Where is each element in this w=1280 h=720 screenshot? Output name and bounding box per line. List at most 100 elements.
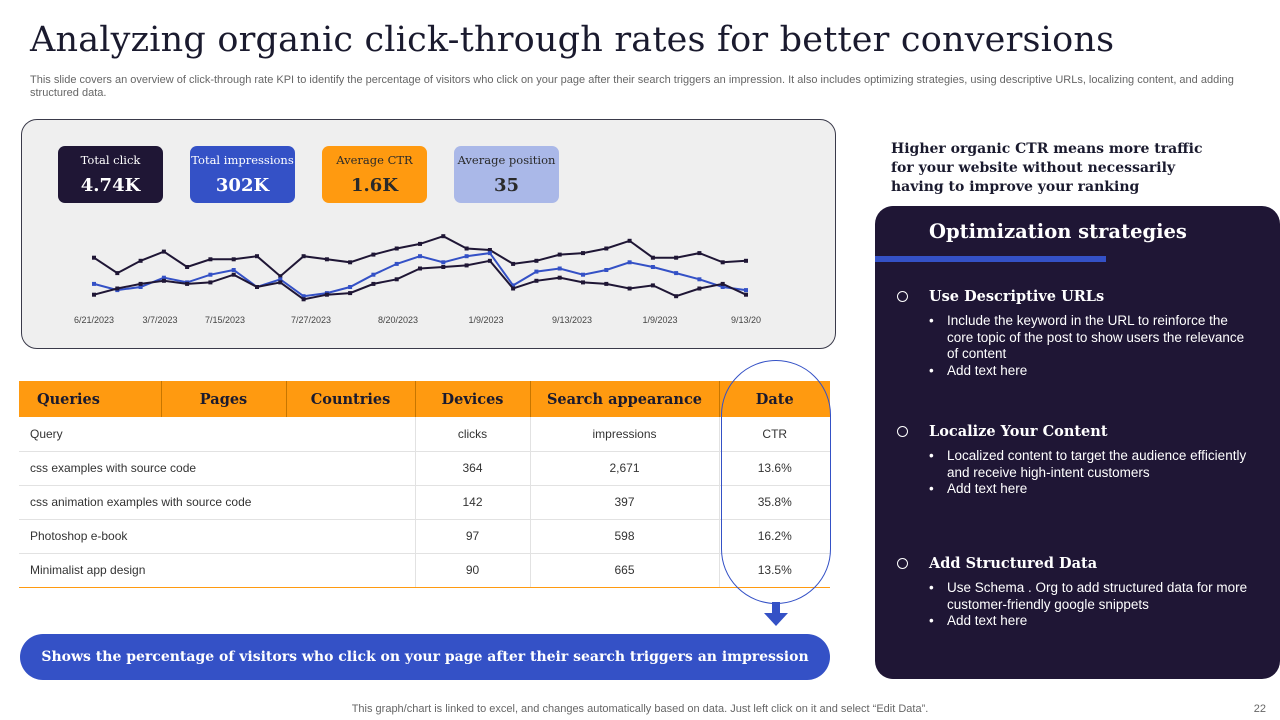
data-point[interactable] — [92, 255, 96, 260]
data-point[interactable] — [604, 246, 609, 251]
kpi-value: 4.74K — [80, 175, 141, 196]
data-point[interactable] — [278, 280, 283, 285]
data-point[interactable] — [441, 234, 446, 239]
data-point[interactable] — [697, 286, 702, 291]
data-point[interactable] — [418, 241, 422, 246]
data-point[interactable] — [744, 258, 748, 263]
data-point[interactable] — [557, 266, 562, 271]
data-point[interactable] — [674, 294, 679, 299]
data-point[interactable] — [161, 278, 166, 283]
data-point[interactable] — [255, 285, 259, 289]
data-point[interactable] — [278, 274, 283, 279]
data-point[interactable] — [208, 257, 213, 262]
data-point[interactable] — [487, 251, 492, 256]
data-point[interactable] — [581, 280, 585, 285]
data-point[interactable] — [92, 281, 96, 286]
x-tick-label: 9/13/2023 — [552, 315, 592, 325]
cell-clicks: 364 — [415, 451, 531, 486]
kpi-value: 302K — [215, 175, 270, 196]
data-point[interactable] — [604, 281, 609, 286]
data-point[interactable] — [348, 260, 353, 265]
data-point[interactable] — [557, 275, 562, 280]
data-point[interactable] — [231, 272, 236, 277]
data-point[interactable] — [301, 254, 306, 259]
data-point[interactable] — [418, 266, 422, 271]
data-point[interactable] — [511, 286, 516, 291]
data-point[interactable] — [441, 260, 446, 265]
data-point[interactable] — [487, 258, 492, 263]
data-point[interactable] — [92, 292, 96, 297]
data-point[interactable] — [604, 268, 609, 272]
data-point[interactable] — [674, 255, 679, 260]
data-point[interactable] — [534, 278, 539, 283]
line-chart[interactable]: 6/21/2023 3/7/2023 7/15/2023 7/27/2023 8/20/… — [60, 225, 780, 335]
data-point[interactable] — [161, 275, 166, 280]
data-point[interactable] — [534, 269, 539, 274]
data-point[interactable] — [138, 281, 143, 286]
data-point[interactable] — [744, 288, 748, 293]
data-point[interactable] — [674, 271, 679, 276]
data-point[interactable] — [720, 285, 725, 289]
data-point[interactable] — [720, 281, 725, 286]
data-point[interactable] — [650, 255, 655, 260]
data-point[interactable] — [534, 258, 539, 263]
data-point[interactable] — [161, 249, 166, 254]
data-point[interactable] — [371, 281, 376, 286]
data-point[interactable] — [138, 285, 143, 289]
data-point[interactable] — [394, 261, 399, 266]
data-point[interactable] — [650, 283, 655, 288]
data-point[interactable] — [557, 252, 562, 257]
data-point[interactable] — [627, 286, 632, 291]
data-point[interactable] — [511, 283, 516, 288]
data-point[interactable] — [208, 272, 213, 277]
data-point[interactable] — [255, 254, 259, 259]
data-point[interactable] — [208, 280, 213, 285]
data-point[interactable] — [371, 252, 376, 257]
data-point[interactable] — [697, 251, 702, 256]
data-point[interactable] — [301, 297, 306, 302]
data-point[interactable] — [744, 292, 748, 297]
tab-countries[interactable]: Countries — [286, 381, 416, 417]
data-point[interactable] — [185, 281, 190, 286]
tab-devices[interactable]: Devices — [415, 381, 531, 417]
data-point[interactable] — [581, 272, 585, 277]
series-line-1[interactable] — [93, 252, 747, 298]
line-chart-svg[interactable]: 6/21/2023 3/7/2023 7/15/2023 7/27/2023 8/20/… — [60, 225, 780, 335]
data-point[interactable] — [301, 294, 306, 299]
data-point[interactable] — [348, 291, 353, 296]
data-point[interactable] — [464, 263, 469, 268]
data-point[interactable] — [720, 260, 725, 265]
data-point[interactable] — [418, 254, 422, 259]
data-point[interactable] — [487, 248, 492, 252]
data-point[interactable] — [324, 292, 329, 297]
data-point[interactable] — [138, 258, 143, 263]
data-point[interactable] — [441, 265, 446, 269]
data-point[interactable] — [324, 257, 329, 262]
tab-queries[interactable]: Queries — [19, 381, 162, 417]
data-point[interactable] — [511, 261, 516, 266]
data-point[interactable] — [231, 268, 236, 272]
tab-pages[interactable]: Pages — [161, 381, 287, 417]
cell-impressions: 598 — [530, 519, 720, 554]
data-point[interactable] — [348, 285, 353, 289]
data-point[interactable] — [627, 260, 632, 265]
cell-query: css animation examples with source code — [19, 485, 416, 520]
data-point[interactable] — [278, 277, 283, 282]
data-point[interactable] — [115, 286, 120, 291]
data-point[interactable] — [185, 265, 190, 269]
data-point[interactable] — [371, 272, 376, 277]
data-point[interactable] — [627, 238, 632, 243]
data-point[interactable] — [231, 257, 236, 262]
data-point[interactable] — [115, 271, 120, 276]
table-header-row: Query clicks impressions CTR — [19, 417, 830, 452]
tab-search-appearance[interactable]: Search appearance — [530, 381, 720, 417]
data-point[interactable] — [394, 246, 399, 251]
data-point[interactable] — [581, 251, 585, 256]
data-point[interactable] — [650, 265, 655, 269]
data-point[interactable] — [394, 277, 399, 282]
cell-ctr: 13.6% — [719, 451, 830, 486]
data-point[interactable] — [464, 246, 469, 251]
data-point[interactable] — [697, 277, 702, 282]
data-point[interactable] — [464, 254, 469, 259]
kpi-total-impressions: Total impressions 302K — [190, 146, 295, 203]
